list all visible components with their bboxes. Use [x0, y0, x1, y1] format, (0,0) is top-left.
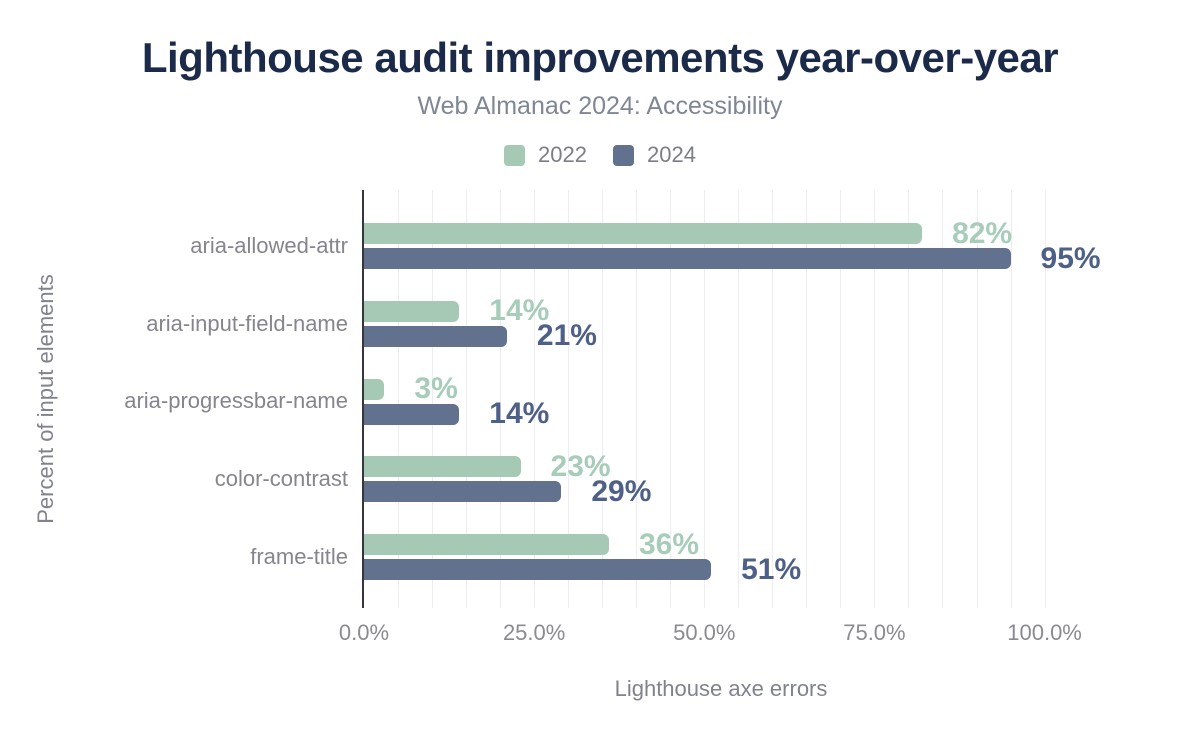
gridline-25: [534, 190, 536, 608]
legend-swatch-2022: [504, 144, 526, 166]
category-label-aria-input-field-name: aria-input-field-name: [146, 310, 348, 336]
gridline-75: [874, 190, 876, 608]
legend-swatch-2024: [613, 144, 634, 166]
value-label-2024-frame-title: 51%: [741, 552, 802, 586]
category-label-color-contrast: color-contrast: [214, 466, 348, 492]
x-tick-50: 50.0%: [673, 620, 736, 645]
plot-area: aria-allowed-attr 82% 95% aria-input-field-…: [124, 190, 1101, 645]
gridline-50: [704, 190, 706, 608]
gridline-90: [976, 190, 978, 608]
value-label-2022-aria-allowed-attr: 82%: [952, 216, 1013, 250]
bar-2022-color-contrast[interactable]: [364, 456, 521, 478]
value-label-2024-aria-input-field-name: 21%: [536, 319, 597, 353]
gridline-45: [670, 190, 672, 608]
gridline-65: [806, 190, 808, 608]
legend: 2022 2024: [0, 142, 1200, 168]
bar-2024-frame-title[interactable]: [364, 559, 712, 580]
value-label-2024-aria-progressbar-name: 14%: [489, 397, 550, 430]
gridline-55: [738, 190, 740, 608]
x-tick-75: 75.0%: [843, 620, 906, 645]
gridline-80: [908, 190, 910, 608]
x-tick-25: 25.0%: [502, 620, 566, 645]
bar-group-color-contrast: color-contrast 23% 29%: [215, 440, 1080, 518]
x-tick-0: 0.0%: [338, 620, 390, 645]
value-label-2022-aria-progressbar-name: 3%: [414, 372, 458, 405]
legend-item-2024[interactable]: 2024: [613, 142, 696, 168]
value-label-2024-color-contrast: 29%: [591, 474, 652, 508]
bar-2022-aria-allowed-attr[interactable]: [364, 223, 923, 244]
category-label-aria-allowed-attr: aria-allowed-attr: [190, 232, 348, 258]
gridline-35: [602, 190, 604, 608]
gridline-70: [840, 190, 842, 608]
chart-subtitle: Web Almanac 2024: Accessibility: [417, 92, 783, 120]
bar-2024-aria-progressbar-name[interactable]: [364, 403, 460, 425]
gridline-85: [942, 190, 944, 608]
bar-2024-color-contrast[interactable]: [364, 481, 562, 503]
x-axis-title: Lighthouse axe errors: [614, 676, 828, 701]
gridline-100: [1044, 190, 1046, 608]
bar-2024-aria-input-field-name[interactable]: [364, 325, 507, 347]
bar-2022-aria-progressbar-name[interactable]: [364, 378, 385, 400]
gridline-40: [636, 190, 638, 608]
x-tick-100: 100.0%: [1007, 620, 1082, 645]
gridline-20: [500, 190, 502, 608]
legend-label-2024: 2024: [647, 142, 696, 167]
bar-group-frame-title: frame-title 36% 51%: [250, 518, 1080, 596]
legend-item-2022[interactable]: 2022: [504, 142, 587, 168]
bar-2022-aria-input-field-name[interactable]: [364, 300, 460, 322]
category-label-aria-progressbar-name: aria-progressbar-name: [124, 388, 348, 414]
gridline-5: [398, 190, 400, 608]
legend-label-2022: 2022: [538, 142, 587, 167]
bar-group-aria-allowed-attr: aria-allowed-attr 82% 95%: [190, 207, 1100, 285]
bar-2024-aria-allowed-attr[interactable]: [364, 248, 1011, 269]
value-label-2022-aria-input-field-name: 14%: [489, 294, 550, 328]
y-axis-title: Percent of input elements: [33, 274, 58, 524]
value-label-2022-frame-title: 36%: [639, 527, 700, 561]
value-label-2024-aria-allowed-attr: 95%: [1040, 241, 1101, 275]
gridline-10: [432, 190, 434, 608]
gridline-95: [1010, 190, 1012, 608]
chart-title: Lighthouse audit improvements year-over-…: [141, 34, 1059, 81]
value-label-2022-color-contrast: 23%: [550, 449, 611, 483]
gridline-60: [772, 190, 774, 608]
bar-2022-frame-title[interactable]: [364, 534, 609, 555]
category-label-frame-title: frame-title: [250, 543, 348, 569]
gridline-15: [466, 190, 468, 608]
gridline-30: [568, 190, 570, 608]
bar-group-aria-input-field-name: aria-input-field-name 14% 21%: [146, 285, 1080, 363]
bar-group-aria-progressbar-name: aria-progressbar-name 3% 14%: [124, 363, 1080, 441]
y-axis-title-wrap: Percent of input elements: [18, 190, 74, 608]
